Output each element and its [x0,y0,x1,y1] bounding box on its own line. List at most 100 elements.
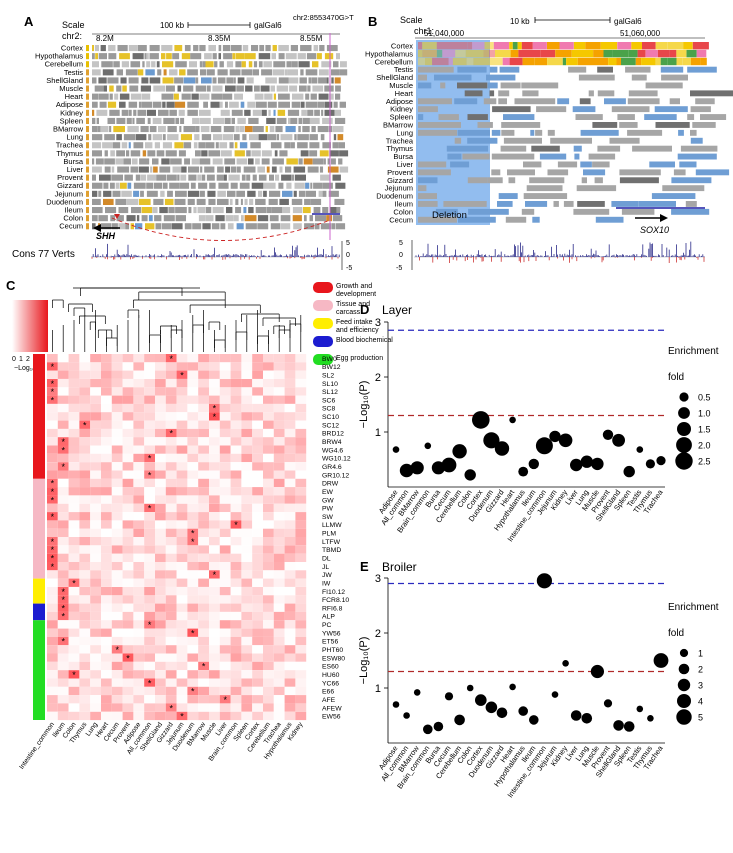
heatmap-cell [219,636,231,646]
heatmap-cell [219,661,231,671]
heatmap-cell [101,553,112,562]
layer-point [656,456,666,466]
heatmap-cell [144,595,155,604]
panel-a-chromatin-block [297,142,308,149]
heatmap-cell [47,395,58,404]
heatmap-cell [90,570,101,579]
heatmap-cell [295,437,307,446]
panel-a-chromatin-block [125,69,138,76]
heatmap-cell [90,661,101,671]
heatmap-cell [165,562,177,571]
heatmap-cell [111,445,123,454]
heatmap-cell [209,445,220,454]
panel-a-chromatin-block [213,117,225,124]
panel-b-chromatin-block [418,74,427,81]
broiler-legend-symbol [677,694,691,708]
deletion-label: Deletion [432,210,467,221]
heatmap-cell [133,528,145,537]
panel-b-chromatin-block [452,57,467,66]
heatmap-cell [165,670,177,679]
panel-a-chromatin-block [108,45,116,52]
trait-label: SC6 [322,397,335,404]
heatmap-cell [101,428,112,438]
panel-b-chromatin-block [627,98,660,105]
panel-a-chromatin-block [145,223,155,230]
panel-b-chromatin-block [451,42,468,50]
heatmap-cell [209,395,220,404]
heatmap-cell [155,678,166,687]
panel-a-chromatin-block [279,198,289,205]
heatmap-cell [133,587,145,596]
panel-a-chromatin-block [275,174,280,181]
heatmap-cell [111,711,123,721]
panel-a-chromatin-block [338,158,343,165]
panel-a-chromatin-block [321,109,324,116]
heatmap-cell [284,703,296,712]
panel-a-chromatin-block [109,109,120,116]
layer-point [535,437,553,455]
panel-a-chromatin-block [140,126,149,133]
category-segment [33,603,45,621]
panel-a-chromatin-block [92,93,98,100]
panel-b-chromatin-block [628,90,658,97]
heatmap-cell [187,595,199,604]
heatmap-cell [165,445,177,454]
panel-a-chromatin-block [219,142,228,149]
heatmap-cell [133,428,145,438]
panel-a-chromatin-block [286,61,292,68]
panel-a-chromatin-block [329,150,339,157]
panel-a-chromatin-block [113,126,125,133]
heatmap-cell [90,636,101,646]
heatmap-cell [187,370,199,379]
panel-a-chromatin-block [265,126,268,133]
heatmap-cell [101,562,112,571]
panel-a-chromatin-block [100,45,106,52]
heatmap-cell [295,553,307,562]
panel-a-chromatin-block [189,61,197,68]
heatmap-cell [133,379,145,388]
panel-a-chromatin-block [237,77,245,84]
heatmap-cell [284,620,296,629]
panel-b-chromatin-block [690,90,733,97]
panel-a-chromatin-block [159,166,171,173]
heatmap-cell [187,553,199,562]
panel-b-chromatin-block [597,90,615,97]
category-segment [33,578,45,604]
panel-a-chromatin-block [265,77,277,84]
heatmap-cell [101,528,112,537]
panel-a-tissue-label: Bursa [63,157,83,166]
panel-a-chromatin-block [270,85,275,92]
heatmap-cell [111,620,123,629]
heatmap-cell [111,545,123,554]
layer-point [518,466,529,477]
panel-a-chromatin-block [101,61,113,68]
panel-a-chromatin-block [278,182,284,189]
panel-a-chromatin-block [145,142,153,149]
heatmap-cell [209,487,220,496]
panel-a-chromatin-block [204,53,212,60]
heatmap-cell [57,453,69,463]
heatmap-cell [47,354,58,363]
heatmap-cell [90,395,101,404]
trait-label: BRW4 [322,439,342,446]
panel-b-chromatin-block [619,122,638,128]
heatmap-cell [252,562,263,571]
panel-b-chromatin-block [418,193,437,199]
trait-label: GW [322,497,334,504]
panel-a-chromatin-block [169,109,177,116]
panel-b-tissue-label: Spleen [390,113,413,122]
heatmap-cell [209,628,220,637]
heatmap-cell [68,478,80,488]
heatmap-cell [176,578,188,587]
heatmap-cell [165,703,177,712]
panel-a-chromatin-block [276,134,280,141]
heatmap-cell [198,670,209,679]
heatmap-cell [90,403,101,413]
heatmap-cell [198,620,209,629]
panel-a-chromatin-block [100,126,109,133]
significance-star: * [180,371,184,381]
heatmap-cell [90,354,101,363]
heatmap-cell [209,403,220,413]
panel-a-chromatin-block [131,207,142,214]
panel-a-chromatin-block [208,45,216,52]
